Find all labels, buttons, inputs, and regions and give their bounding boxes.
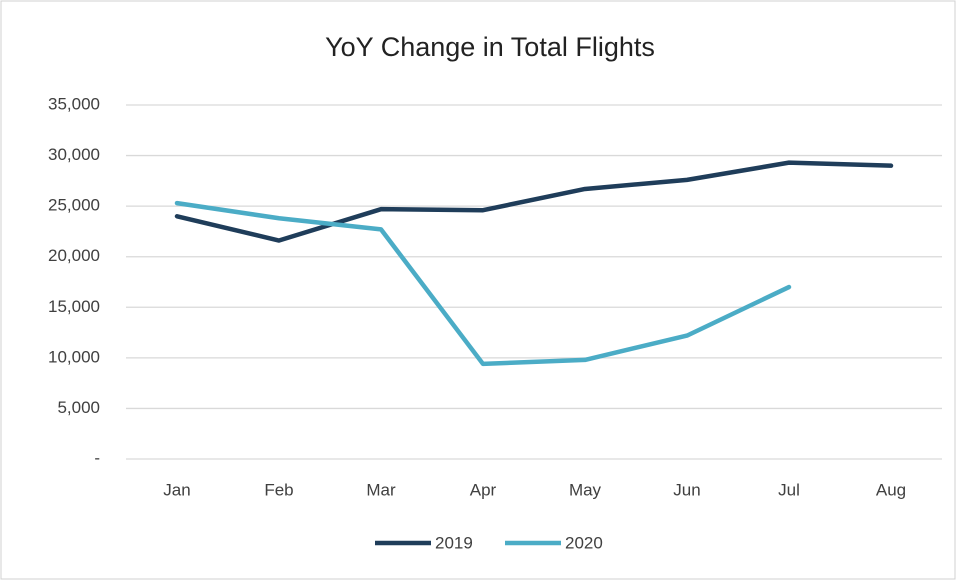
y-tick-label: 10,000 (48, 347, 100, 366)
chart-title: YoY Change in Total Flights (325, 32, 655, 62)
y-tick-label: 15,000 (48, 297, 100, 316)
x-tick-label: Jul (778, 480, 800, 499)
y-tick-label: 20,000 (48, 246, 100, 265)
x-tick-label: Jun (673, 480, 700, 499)
x-tick-label: Jan (163, 480, 190, 499)
series-line (174, 160, 894, 243)
legend-label: 2020 (565, 533, 603, 552)
y-tick-label: 5,000 (57, 398, 100, 417)
x-tick-label: Aug (876, 480, 906, 499)
y-tick-label: 25,000 (48, 196, 100, 215)
x-tick-label: Apr (470, 480, 497, 499)
series-line (174, 200, 792, 367)
y-tick-label: - (94, 448, 100, 467)
legend-label: 2019 (435, 533, 473, 552)
y-tick-label: 30,000 (48, 145, 100, 164)
x-tick-label: Mar (366, 480, 396, 499)
y-tick-label: 35,000 (48, 94, 100, 113)
x-tick-label: May (569, 480, 602, 499)
x-tick-label: Feb (264, 480, 293, 499)
